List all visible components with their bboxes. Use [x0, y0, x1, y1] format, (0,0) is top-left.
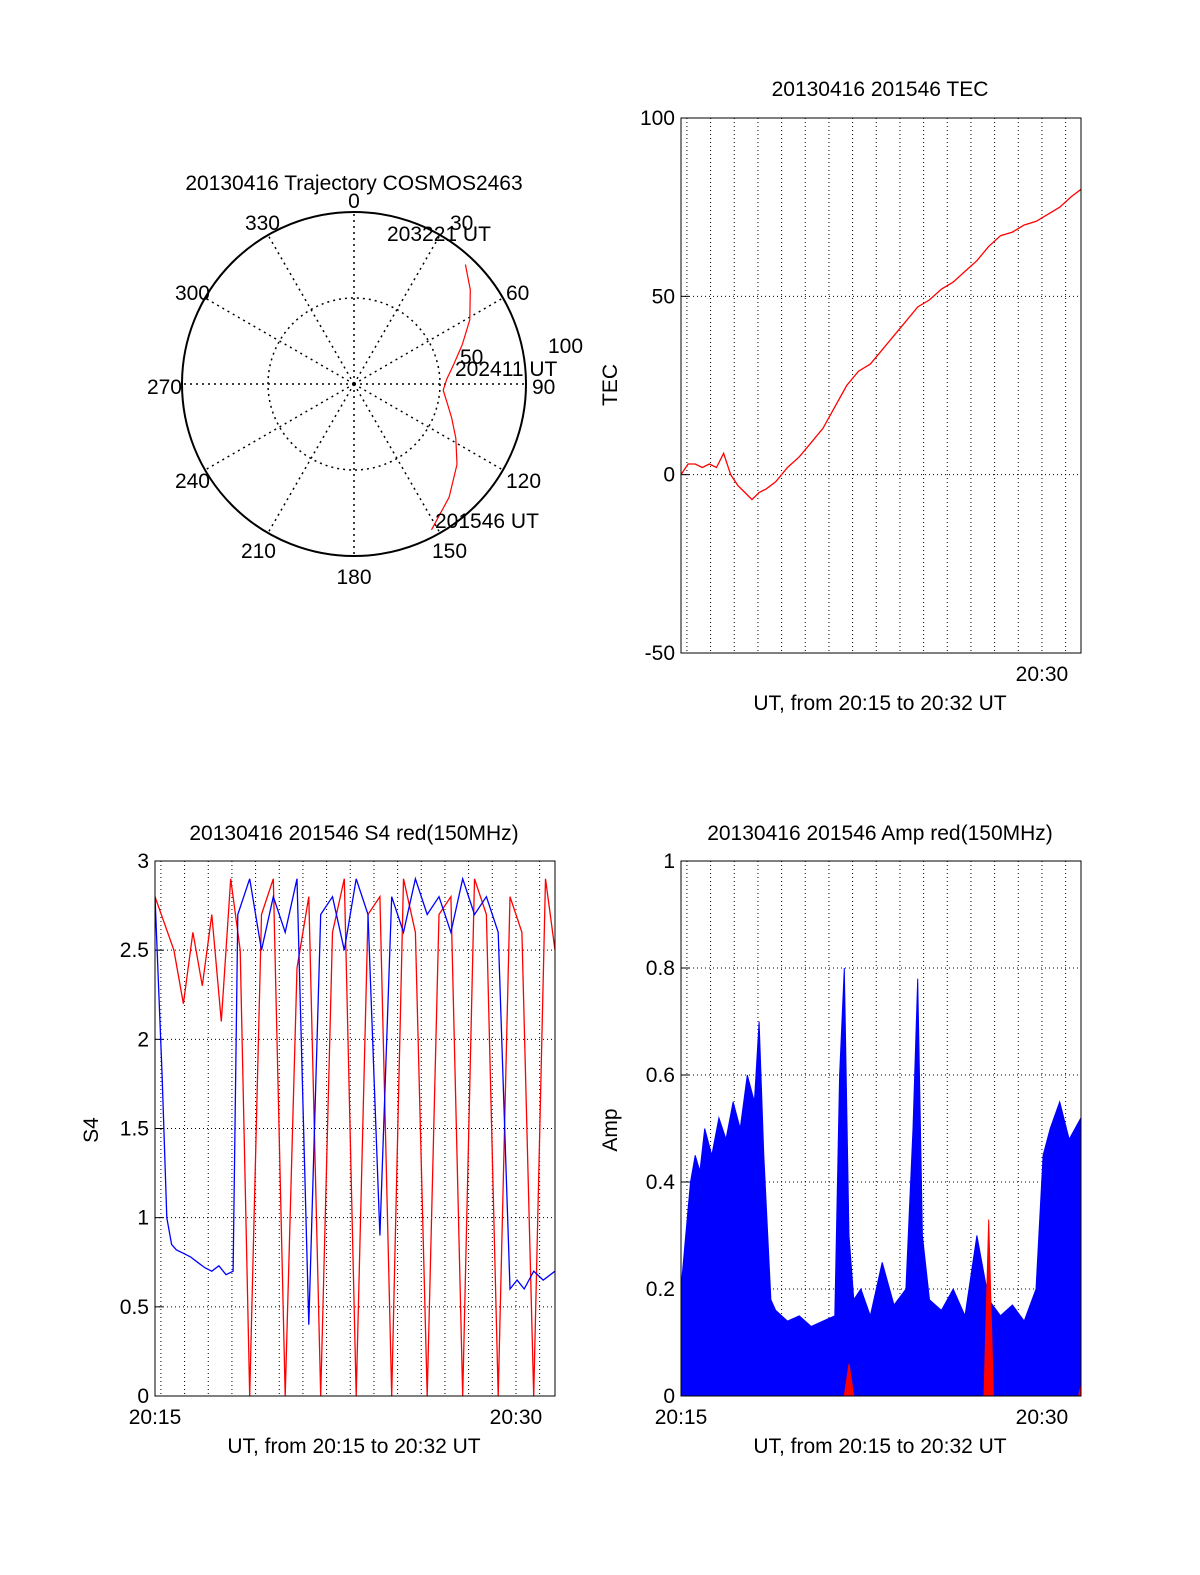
- azimuth-label: 180: [336, 566, 371, 589]
- polar-spoke: [267, 383, 355, 534]
- amp-xlabel: UT, from 20:15 to 20:32 UT: [753, 1435, 1006, 1458]
- tec-title: 20130416 201546 TEC: [772, 78, 989, 101]
- y-tick-label: 0.8: [646, 957, 675, 980]
- azimuth-label: 240: [175, 470, 210, 493]
- polar-spoke: [353, 383, 441, 534]
- s4-panel: 20130416 201546 S4 red(150MHz) S4 UT, fr…: [80, 822, 556, 1458]
- polar-outer-circle: [181, 211, 527, 557]
- x-tick-label: 20:30: [1016, 663, 1069, 686]
- s4-xlabel: UT, from 20:15 to 20:32 UT: [227, 1435, 480, 1458]
- tec-panel: 20130416 201546 TEC TEC UT, from 20:15 t…: [599, 78, 1082, 715]
- trajectory-label-mid: 202411 UT: [455, 358, 558, 381]
- series-line-1: [155, 876, 555, 1325]
- y-tick-label: 1.5: [120, 1118, 149, 1141]
- azimuth-label: 90: [532, 376, 555, 399]
- amp-title: 20130416 201546 Amp red(150MHz): [707, 822, 1053, 845]
- series-area-0: [681, 967, 1081, 1396]
- azimuth-label: 30: [450, 212, 473, 235]
- y-tick-label: 0.5: [120, 1296, 149, 1319]
- polar-panel: 20130416 Trajectory COSMOS2463 0 30 60 90 12…: [147, 172, 583, 589]
- azimuth-label: 150: [432, 540, 467, 563]
- polar-spoke: [204, 297, 355, 385]
- s4-title: 20130416 201546 S4 red(150MHz): [189, 822, 518, 845]
- y-tick-label: 2: [137, 1028, 149, 1051]
- radial-label-100: 100: [548, 335, 583, 358]
- y-tick-label: 0.6: [646, 1064, 675, 1087]
- x-tick-label: 20:30: [1016, 1406, 1069, 1429]
- y-tick-label: 0.4: [646, 1171, 676, 1194]
- azimuth-label: 0: [348, 190, 360, 213]
- y-tick-label: 1: [137, 1207, 149, 1230]
- polar-spoke: [204, 383, 355, 471]
- y-tick-label: -50: [645, 642, 675, 665]
- y-tick-label: 50: [652, 285, 675, 308]
- series-line-0: [681, 188, 1081, 501]
- azimuth-label: 330: [245, 212, 280, 235]
- trajectory-label-start: 201546 UT: [435, 510, 539, 533]
- azimuth-label: 120: [506, 470, 541, 493]
- trajectory-label-end: 203221 UT: [387, 223, 491, 246]
- tec-ylabel: TEC: [599, 364, 622, 406]
- y-tick-label: 0: [663, 464, 675, 487]
- tec-xlabel: UT, from 20:15 to 20:32 UT: [753, 692, 1006, 715]
- polar-spoke: [353, 234, 441, 385]
- y-tick-label: 100: [640, 107, 675, 130]
- polar-azimuth-labels: 0 30 60 90 120 150 180 210 240 270 300 330: [147, 190, 555, 589]
- polar-spoke: [353, 383, 504, 471]
- plot-frame: [154, 860, 556, 1397]
- series-area-1: [843, 1219, 1081, 1396]
- trajectory-line: [430, 264, 471, 531]
- polar-grid: [181, 211, 527, 557]
- y-tick-label: 3: [137, 850, 149, 873]
- y-tick-label: 1: [663, 850, 675, 873]
- x-tick-label: 20:15: [129, 1406, 182, 1429]
- amp-ylabel: Amp: [599, 1108, 622, 1151]
- amp-panel: 20130416 201546 Amp red(150MHz) Amp UT, …: [599, 822, 1082, 1458]
- y-tick-label: 2.5: [120, 939, 149, 962]
- azimuth-label: 60: [506, 282, 529, 305]
- polar-spoke: [267, 234, 355, 385]
- x-tick-label: 20:30: [490, 1406, 543, 1429]
- polar-spoke: [353, 297, 504, 385]
- plot-frame: [680, 117, 1082, 654]
- y-tick-label: 0: [663, 1385, 675, 1408]
- radial-label-50: 50: [460, 346, 483, 369]
- polar-radial-labels: 50 100: [460, 335, 583, 369]
- azimuth-label: 270: [147, 376, 182, 399]
- polar-title: 20130416 Trajectory COSMOS2463: [185, 172, 522, 195]
- azimuth-label: 300: [175, 282, 210, 305]
- x-tick-label: 20:15: [655, 1406, 708, 1429]
- y-tick-label: 0: [137, 1385, 149, 1408]
- series-line-0: [155, 878, 555, 1396]
- plot-frame: [680, 860, 1082, 1397]
- y-tick-label: 0.2: [646, 1278, 675, 1301]
- s4-ylabel: S4: [80, 1117, 103, 1143]
- azimuth-label: 210: [241, 540, 276, 563]
